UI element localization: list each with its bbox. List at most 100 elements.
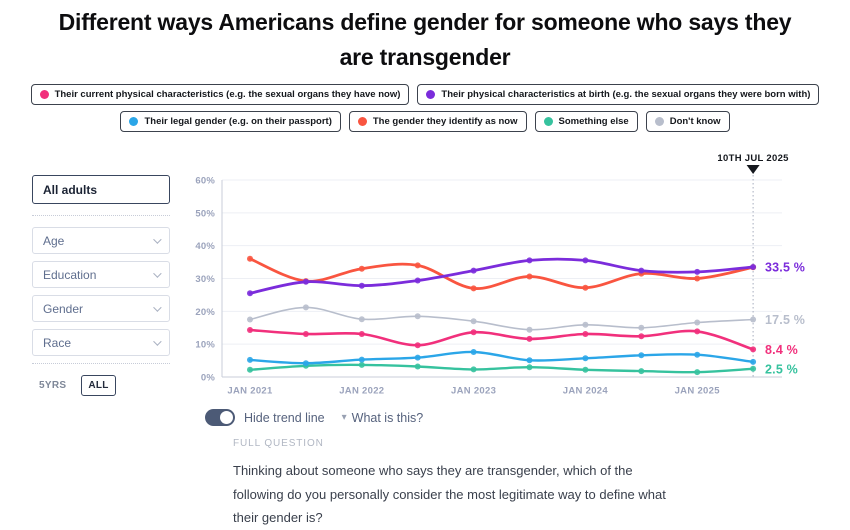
filter-label: Race xyxy=(43,335,72,350)
trend-chart-svg[interactable]: 60% 50% 40% 30% 20% 10% 0% JAN 2021 JAN 2022 JAN … xyxy=(190,148,850,406)
data-point xyxy=(247,316,253,323)
toggle-label: Hide trend line xyxy=(244,410,325,425)
data-point xyxy=(470,285,477,292)
series-line-2 xyxy=(248,350,755,365)
legend-label: Their current physical characteristics (… xyxy=(54,89,401,100)
divider xyxy=(32,363,170,364)
filter-label: Education xyxy=(43,267,97,282)
x-tick-label: JAN 2022 xyxy=(339,386,384,397)
data-point xyxy=(694,319,701,326)
legend-dot-icon xyxy=(39,90,49,99)
data-point xyxy=(358,331,365,337)
group-selector-all-adults[interactable]: All adults xyxy=(32,175,170,204)
what-is-this-link[interactable]: ▾ What is this? xyxy=(342,411,424,425)
end-value-label: 17.5 % xyxy=(765,313,805,327)
legend-pill-row2-2[interactable]: Something else xyxy=(534,111,638,132)
chevron-down-icon: ▾ xyxy=(341,412,347,423)
data-point xyxy=(750,365,757,372)
data-point xyxy=(638,267,645,274)
data-point xyxy=(247,290,253,297)
trend-chart[interactable]: 60% 50% 40% 30% 20% 10% 0% JAN 2021 JAN 2022 JAN … xyxy=(190,148,850,406)
legend-pill-row1-1[interactable]: Their physical characteristics at birth … xyxy=(417,84,820,105)
data-point xyxy=(302,278,309,285)
legend-dot-icon xyxy=(357,117,367,126)
data-point xyxy=(414,277,421,284)
end-value-label: 8.4 % xyxy=(765,343,798,357)
filter-dropdown-education[interactable]: Education xyxy=(32,261,170,288)
legend-label: Their legal gender (e.g. on their passpo… xyxy=(144,116,332,127)
data-point xyxy=(582,355,589,362)
end-value-label: 2.5 % xyxy=(765,362,798,376)
data-point xyxy=(694,369,701,376)
end-value-label: 33.5 % xyxy=(765,261,805,275)
legend-label: Something else xyxy=(558,116,629,127)
legend-pill-row1-0[interactable]: Their current physical characteristics (… xyxy=(30,84,410,105)
legend-dot-icon xyxy=(654,117,664,126)
chevron-down-icon xyxy=(153,268,162,278)
filter-dropdown-age[interactable]: Age xyxy=(32,227,170,254)
range-button-all[interactable]: ALL xyxy=(81,375,116,396)
range-button-5yrs[interactable]: 5YRS xyxy=(39,380,67,391)
data-point xyxy=(358,361,365,368)
filter-dropdown-gender[interactable]: Gender xyxy=(32,295,170,322)
series-line-4 xyxy=(248,257,755,290)
data-point xyxy=(414,262,421,269)
hide-trend-line-toggle[interactable] xyxy=(205,409,235,426)
cursor-date-label: 10TH JUL 2025 xyxy=(717,153,789,164)
legend-dot-icon xyxy=(426,90,436,99)
data-point xyxy=(638,324,645,331)
data-point xyxy=(414,363,421,370)
data-point xyxy=(247,255,253,262)
data-point xyxy=(358,316,365,323)
data-point xyxy=(526,273,533,280)
divider xyxy=(32,215,170,216)
data-point xyxy=(638,333,645,340)
legend-pill-row2-0[interactable]: Their legal gender (e.g. on their passpo… xyxy=(120,111,341,132)
selected-group-label: All adults xyxy=(43,182,98,197)
y-tick-label: 10% xyxy=(195,340,215,351)
data-point xyxy=(694,275,701,282)
data-point xyxy=(694,328,701,335)
filter-dropdown-race[interactable]: Race xyxy=(32,329,170,356)
data-point xyxy=(582,321,589,328)
legend-label: Their physical characteristics at birth … xyxy=(441,89,811,100)
data-point xyxy=(526,335,533,342)
filter-label: Gender xyxy=(43,301,84,316)
filters-sidebar: All adults Age Education Gender Race 5YRS AL… xyxy=(32,175,170,396)
legend-pill-row2-3[interactable]: Don't know xyxy=(645,111,730,132)
data-point xyxy=(302,331,309,337)
chevron-down-icon xyxy=(153,234,162,244)
series-line-0 xyxy=(249,306,754,331)
series-line-3 xyxy=(248,328,755,351)
legend-pill-row2-1[interactable]: The gender they identify as now xyxy=(348,111,527,132)
data-point xyxy=(247,356,253,363)
data-point xyxy=(638,368,645,375)
legend-row-1: Their current physical characteristics (… xyxy=(0,84,850,105)
filter-dropdowns: Age Education Gender Race xyxy=(32,227,170,356)
y-tick-label: 60% xyxy=(195,176,215,187)
data-point xyxy=(470,329,477,336)
data-point xyxy=(302,304,309,311)
data-point xyxy=(638,352,645,359)
data-point xyxy=(247,366,253,373)
data-point xyxy=(247,327,253,333)
legend-label: The gender they identify as now xyxy=(372,116,518,127)
data-point xyxy=(358,356,365,363)
data-point xyxy=(694,268,701,275)
data-point xyxy=(470,318,477,325)
data-point xyxy=(414,313,421,320)
chevron-down-icon xyxy=(153,336,162,346)
data-point xyxy=(582,257,589,264)
legend-dot-icon xyxy=(129,117,139,126)
data-point xyxy=(526,357,533,364)
y-tick-label: 20% xyxy=(195,307,215,318)
series-line-5 xyxy=(248,257,755,295)
data-point xyxy=(694,351,701,358)
data-point xyxy=(470,267,477,274)
y-tick-label: 30% xyxy=(195,274,215,285)
data-point xyxy=(302,360,309,367)
x-tick-label: JAN 2023 xyxy=(451,386,496,397)
x-tick-label: JAN 2025 xyxy=(675,386,721,397)
range-buttons: 5YRS ALL xyxy=(32,375,170,396)
y-tick-label: 40% xyxy=(195,241,215,252)
